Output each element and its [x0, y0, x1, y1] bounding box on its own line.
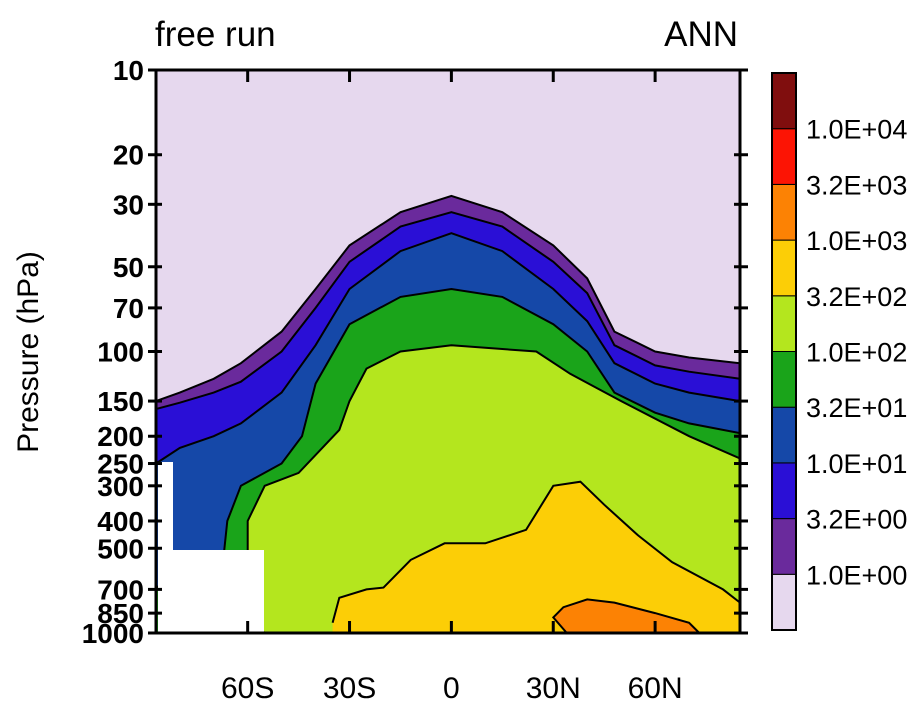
contour-region-6 — [553, 599, 700, 633]
x-tick-label: 60S — [221, 672, 274, 705]
colorbar-frame — [771, 72, 797, 631]
y-tick-label: 300 — [97, 471, 144, 502]
y-tick-label: 10 — [113, 55, 144, 86]
y-tick-label: 850 — [97, 598, 144, 629]
x-tick-label: 30N — [526, 672, 581, 705]
contour-line-1 — [156, 211, 740, 410]
colorbar-label: 3.2E+00 — [806, 505, 907, 535]
y-tick-label: 200 — [97, 421, 144, 452]
colorbar-label: 3.2E+02 — [806, 282, 907, 312]
colorbar-swatch — [771, 573, 797, 631]
colorbar-swatch — [771, 518, 797, 575]
contour-line-5 — [331, 480, 740, 624]
colorbar-swatch — [771, 295, 797, 352]
contour-line-4 — [239, 344, 740, 633]
colorbar-label: 1.0E+00 — [806, 560, 907, 590]
y-tick-label: 100 — [97, 337, 144, 368]
colorbar-label: 1.0E+02 — [806, 338, 907, 368]
x-tick-label: 30S — [323, 672, 376, 705]
colorbar-label: 1.0E+01 — [806, 449, 907, 479]
y-axis-label: Pressure (hPa) — [12, 251, 45, 453]
y-tick-label: 20 — [113, 140, 144, 171]
y-tick-label: 70 — [113, 293, 144, 324]
y-tick-label: 700 — [97, 574, 144, 605]
y-tick-label: 30 — [113, 189, 144, 220]
topography-mask — [158, 462, 264, 634]
contour-line-0 — [156, 194, 740, 403]
contour-line-2 — [156, 232, 740, 465]
antarctic-topography — [158, 462, 264, 634]
colorbar-swatch — [771, 406, 797, 464]
contour-fills — [156, 194, 740, 633]
plot-area — [154, 68, 742, 635]
colorbar-swatch — [771, 72, 797, 130]
y-tick-label: 400 — [97, 506, 144, 537]
x-tick-label: 0 — [443, 672, 460, 705]
colorbar-swatch — [771, 239, 797, 297]
x-axis: 60S 30S 0 30N 60N — [221, 70, 683, 705]
title-right: ANN — [664, 15, 738, 54]
y-tick-label: 500 — [97, 533, 144, 564]
title-left: free run — [155, 15, 276, 54]
colorbar: 1.0E+00 3.2E+00 1.0E+01 3.2E+01 1.0E+02 3.2E+… — [771, 72, 907, 631]
colorbar-label: 3.2E+01 — [806, 393, 907, 423]
y-tick-label: 1000 — [82, 618, 144, 649]
colorbar-swatch — [771, 183, 797, 241]
colorbar-label: 1.0E+03 — [806, 226, 907, 256]
colorbar-label: 1.0E+04 — [806, 115, 907, 145]
colorbar-swatch — [771, 128, 797, 185]
x-tick-label: 60N — [628, 672, 683, 705]
contour-line-6 — [551, 598, 701, 633]
contour-region-5 — [332, 481, 740, 633]
y-tick-label: 250 — [97, 449, 144, 480]
colorbar-label: 3.2E+03 — [806, 170, 907, 200]
y-tick-label: 150 — [97, 386, 144, 417]
y-tick-label: 50 — [113, 252, 144, 283]
colorbar-swatch — [771, 462, 797, 520]
colorbar-swatch — [771, 351, 797, 408]
